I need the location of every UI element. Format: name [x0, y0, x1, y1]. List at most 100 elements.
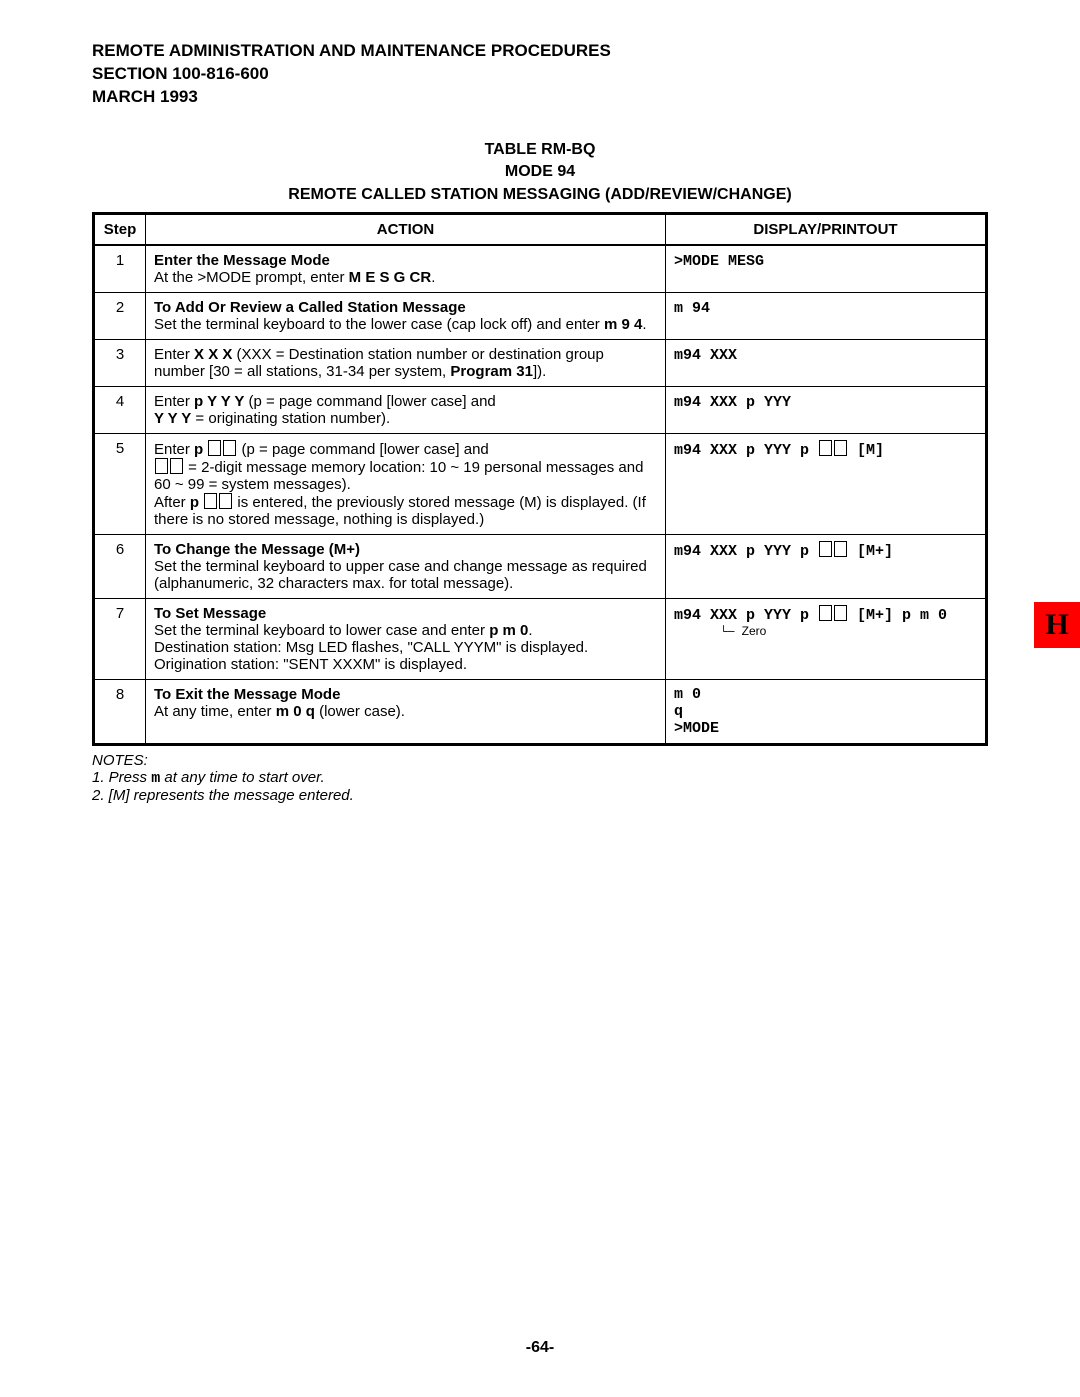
- placeholder-box: [819, 605, 832, 621]
- action-text: ]).: [533, 363, 546, 380]
- placeholder-box: [208, 440, 221, 456]
- display-cell: m94 XXX p YYY p [M+]: [666, 534, 987, 598]
- action-text: Set the terminal keyboard to the lower c…: [154, 316, 604, 333]
- action-cell: Enter p (p = page command [lower case] a…: [146, 433, 666, 534]
- action-text: Enter: [154, 393, 194, 410]
- display-cell: m94 XXX: [666, 339, 987, 386]
- action-text: After: [154, 494, 190, 511]
- action-text: .: [431, 269, 435, 286]
- table-row: 5 Enter p (p = page command [lower case]…: [94, 433, 987, 534]
- action-heading: To Exit the Message Mode: [154, 686, 340, 703]
- table-row: 3 Enter X X X (XXX = Destination station…: [94, 339, 987, 386]
- placeholder-box: [219, 493, 232, 509]
- step-number: 5: [94, 433, 146, 534]
- display-cell: m 0 q >MODE: [666, 679, 987, 744]
- document-header: REMOTE ADMINISTRATION AND MAINTENANCE PR…: [92, 40, 988, 109]
- key-entry: p m 0: [489, 622, 528, 639]
- col-display: DISPLAY/PRINTOUT: [666, 213, 987, 245]
- display-output: [M]: [848, 442, 884, 459]
- action-cell: To Set Message Set the terminal keyboard…: [146, 598, 666, 679]
- header-line2: SECTION 100-816-600: [92, 63, 988, 86]
- table-title-line2: MODE 94: [92, 161, 988, 183]
- key-entry: X X X: [194, 346, 232, 363]
- note-item: 1. Press m at any time to start over.: [92, 769, 988, 787]
- placeholder-box: [834, 541, 847, 557]
- col-step: Step: [94, 213, 146, 245]
- display-cell: >MODE MESG: [666, 245, 987, 293]
- action-cell: To Change the Message (M+) Set the termi…: [146, 534, 666, 598]
- display-annotation: Zero: [720, 624, 977, 639]
- note-text: at any time to start over.: [160, 769, 325, 786]
- note-text: 1. Press: [92, 769, 151, 786]
- action-heading: To Add Or Review a Called Station Messag…: [154, 299, 466, 316]
- key-entry: m 0 q: [276, 703, 315, 720]
- placeholder-box: [834, 605, 847, 621]
- placeholder-box: [819, 541, 832, 557]
- step-number: 6: [94, 534, 146, 598]
- display-cell: m 94: [666, 292, 987, 339]
- key-entry: m 9 4: [604, 316, 642, 333]
- display-output: m94 XXX p YYY p: [674, 543, 818, 560]
- notes-section: NOTES: 1. Press m at any time to start o…: [92, 752, 988, 804]
- page-number: -64-: [0, 1339, 1080, 1357]
- step-number: 2: [94, 292, 146, 339]
- display-cell: m94 XXX p YYY p [M]: [666, 433, 987, 534]
- table-row: 2 To Add Or Review a Called Station Mess…: [94, 292, 987, 339]
- display-output: m94 XXX: [674, 347, 737, 364]
- action-cell: To Exit the Message Mode At any time, en…: [146, 679, 666, 744]
- placeholder-box: [170, 458, 183, 474]
- action-text: Set the terminal keyboard to upper case …: [154, 558, 647, 592]
- display-output: m 0: [674, 686, 977, 703]
- header-line1: REMOTE ADMINISTRATION AND MAINTENANCE PR…: [92, 40, 988, 63]
- action-text: = originating station number).: [191, 410, 390, 427]
- action-text: Destination station: Msg LED flashes, "C…: [154, 639, 588, 656]
- display-cell: m94 XXX p YYY: [666, 386, 987, 433]
- program-ref: Program 31: [450, 363, 533, 380]
- action-text: (p = page command [lower case] and: [244, 393, 495, 410]
- key-entry: p: [190, 494, 199, 511]
- display-output: m94 XXX p YYY: [674, 394, 791, 411]
- action-heading: To Change the Message (M+): [154, 541, 360, 558]
- col-action: ACTION: [146, 213, 666, 245]
- placeholder-box: [819, 440, 832, 456]
- display-output: >MODE: [674, 720, 977, 737]
- key-entry: M E S G CR: [349, 269, 432, 286]
- section-tab: H: [1034, 602, 1080, 648]
- table-row: 8 To Exit the Message Mode At any time, …: [94, 679, 987, 744]
- step-number: 1: [94, 245, 146, 293]
- action-text: (p = page command [lower case] and: [242, 441, 489, 458]
- action-text: (lower case).: [315, 703, 405, 720]
- table-row: 1 Enter the Message Mode At the >MODE pr…: [94, 245, 987, 293]
- table-row: 4 Enter p Y Y Y (p = page command [lower…: [94, 386, 987, 433]
- table-title-line1: TABLE RM-BQ: [92, 139, 988, 161]
- header-line3: MARCH 1993: [92, 86, 988, 109]
- table-row: 7 To Set Message Set the terminal keyboa…: [94, 598, 987, 679]
- step-number: 8: [94, 679, 146, 744]
- action-text: Enter: [154, 346, 194, 363]
- action-heading: To Set Message: [154, 605, 266, 622]
- note-key: m: [151, 770, 160, 787]
- action-text: .: [528, 622, 532, 639]
- key-entry: Y Y Y: [154, 410, 191, 427]
- step-number: 3: [94, 339, 146, 386]
- placeholder-box: [223, 440, 236, 456]
- display-output: m94 XXX p YYY p: [674, 442, 818, 459]
- placeholder-box: [834, 440, 847, 456]
- placeholder-box: [204, 493, 217, 509]
- action-cell: Enter the Message Mode At the >MODE prom…: [146, 245, 666, 293]
- key-entry: p: [194, 441, 203, 458]
- action-text: At any time, enter: [154, 703, 276, 720]
- action-text: .: [642, 316, 646, 333]
- key-entry: p Y Y Y: [194, 393, 244, 410]
- display-output: [M+]: [848, 543, 893, 560]
- display-output: m94 XXX p YYY p: [674, 607, 818, 624]
- action-cell: Enter p Y Y Y (p = page command [lower c…: [146, 386, 666, 433]
- display-output: >MODE MESG: [674, 253, 764, 270]
- action-text: Set the terminal keyboard to lower case …: [154, 622, 489, 639]
- step-number: 7: [94, 598, 146, 679]
- notes-title: NOTES:: [92, 752, 988, 769]
- procedure-table: Step ACTION DISPLAY/PRINTOUT 1 Enter the…: [92, 212, 988, 746]
- action-heading: Enter the Message Mode: [154, 252, 330, 269]
- placeholder-box: [155, 458, 168, 474]
- action-text: Origination station: "SENT XXXM" is disp…: [154, 656, 467, 673]
